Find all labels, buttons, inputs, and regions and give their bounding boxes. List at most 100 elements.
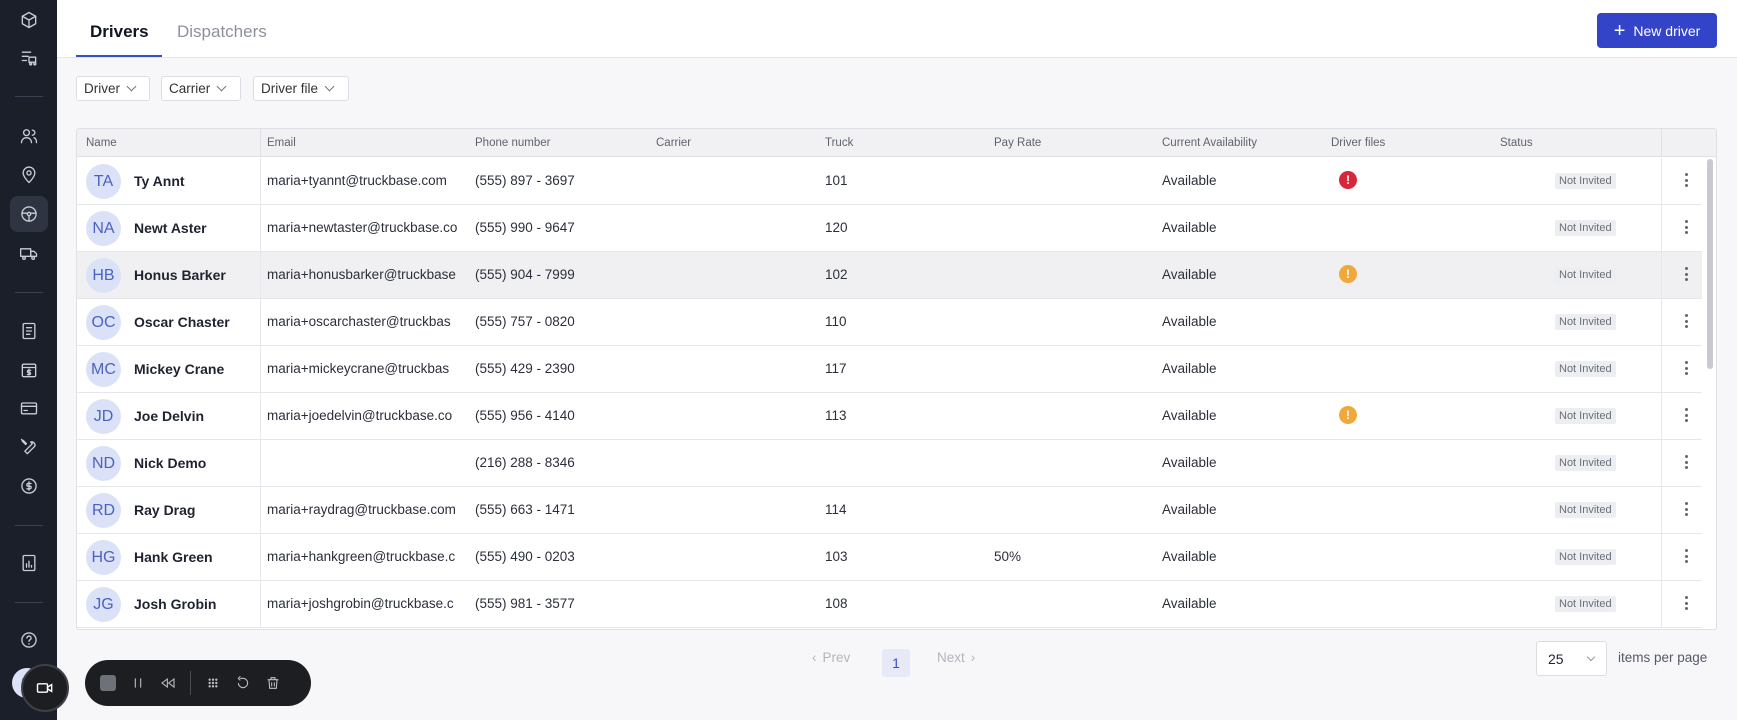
row-actions-menu-icon[interactable] (1681, 405, 1691, 425)
steering-wheel-icon[interactable] (10, 196, 48, 232)
trash-icon (267, 677, 279, 689)
driver-file-alert-icon[interactable]: ! (1339, 406, 1357, 424)
filter-carrier[interactable]: Carrier (161, 76, 241, 101)
menu-dot (1684, 607, 1688, 610)
driver-name[interactable]: Ty Annt (134, 173, 185, 189)
menu-dot (1684, 502, 1688, 505)
column-divider (1661, 252, 1662, 299)
driver-file-alert-icon[interactable]: ! (1339, 265, 1357, 283)
driver-avatar: MC (86, 352, 121, 387)
row-actions-menu-icon[interactable] (1681, 452, 1691, 472)
column-header-pay-rate[interactable]: Pay Rate (994, 137, 1042, 149)
driver-file-alert-icon[interactable]: ! (1339, 171, 1357, 189)
column-divider (1661, 299, 1662, 346)
delete-button[interactable] (265, 675, 281, 691)
table-row[interactable]: HG Hank Green maria+hankgreen@truckbase.c (… (77, 534, 1702, 581)
row-actions-menu-icon[interactable] (1681, 358, 1691, 378)
menu-dot (1684, 314, 1688, 317)
driver-name[interactable]: Newt Aster (134, 220, 207, 236)
stop-recording-button[interactable] (100, 675, 116, 691)
tools-icon[interactable] (10, 429, 48, 465)
column-divider (1661, 129, 1662, 157)
driver-name[interactable]: Hank Green (134, 549, 213, 565)
menu-dot (1684, 178, 1688, 182)
column-header-driver-files[interactable]: Driver files (1331, 137, 1386, 149)
status-badge: Not Invited (1555, 314, 1616, 330)
cell-availability: Available (1162, 455, 1217, 470)
column-header-carrier[interactable]: Carrier (656, 137, 692, 149)
credit-card-icon[interactable] (10, 390, 48, 426)
table-row[interactable]: TA Ty Annt maria+tyannt@truckbase.com (555)… (77, 158, 1702, 205)
dollar-icon[interactable] (10, 468, 48, 504)
pause-button[interactable] (130, 675, 146, 691)
row-actions-menu-icon[interactable] (1681, 170, 1691, 190)
box-icon[interactable] (10, 2, 48, 38)
driver-name[interactable]: Honus Barker (134, 267, 226, 283)
menu-dot (1684, 366, 1688, 370)
table-row[interactable]: JD Joe Delvin maria+joedelvin@truckbase.co… (77, 393, 1702, 440)
table-row[interactable]: OC Oscar Chaster maria+oscarchaster@truckb… (77, 299, 1702, 346)
cell-phone: (555) 897 - 3697 (475, 173, 575, 188)
menu-dot (1684, 231, 1688, 234)
column-header-email[interactable]: Email (267, 137, 296, 149)
row-actions-menu-icon[interactable] (1681, 499, 1691, 519)
column-header-availability[interactable]: Current Availability (1162, 137, 1258, 149)
driver-name[interactable]: Mickey Crane (134, 361, 225, 377)
table-row[interactable]: ND Nick Demo (216) 288 - 8346 Available Not … (77, 440, 1702, 487)
table-row[interactable]: JG Josh Grobin maria+joshgrobin@truckbase.… (77, 581, 1702, 628)
prev-label: Prev (822, 650, 851, 665)
camera-toggle-button[interactable] (21, 664, 69, 712)
pause-icon (134, 678, 142, 688)
column-header-name[interactable]: Name (86, 137, 117, 149)
driver-name[interactable]: Joe Delvin (134, 408, 205, 424)
column-header-status[interactable]: Status (1500, 137, 1533, 149)
users-icon[interactable] (10, 118, 48, 154)
menu-dot (1684, 272, 1688, 276)
new-driver-button[interactable]: + New driver (1597, 13, 1717, 48)
row-actions-menu-icon[interactable] (1681, 546, 1691, 566)
row-actions-menu-icon[interactable] (1681, 217, 1691, 237)
driver-avatar: HB (86, 258, 121, 293)
driver-name[interactable]: Nick Demo (134, 455, 207, 471)
tab-dispatchers[interactable]: Dispatchers (177, 22, 267, 41)
column-header-phone[interactable]: Phone number (475, 137, 551, 149)
page-number[interactable]: 1 (882, 649, 910, 677)
table-row[interactable]: RD Ray Drag maria+raydrag@truckbase.com (55… (77, 487, 1702, 534)
document-icon[interactable] (10, 313, 48, 349)
invoice-icon[interactable] (10, 352, 48, 388)
column-divider (260, 440, 261, 487)
vertical-scrollbar[interactable] (1707, 159, 1713, 369)
table-row[interactable]: HB Honus Barker maria+honusbarker@truckbas… (77, 252, 1702, 299)
status-badge: Not Invited (1555, 220, 1616, 236)
row-actions-menu-icon[interactable] (1681, 264, 1691, 284)
row-actions-menu-icon[interactable] (1681, 311, 1691, 331)
driver-name[interactable]: Ray Drag (134, 502, 196, 518)
filter-driver-file[interactable]: Driver file (253, 76, 349, 101)
shipments-icon[interactable] (10, 40, 48, 76)
menu-dot (1684, 601, 1688, 605)
video-camera-icon (36, 683, 53, 693)
help-icon[interactable] (10, 622, 48, 658)
driver-name[interactable]: Oscar Chaster (134, 314, 230, 330)
location-pin-icon[interactable] (10, 157, 48, 193)
cell-availability: Available (1162, 314, 1217, 329)
table-row[interactable]: NA Newt Aster maria+newtaster@truckbase.co… (77, 205, 1702, 252)
restart-button[interactable] (235, 675, 251, 691)
prev-page-button[interactable]: ‹ Prev (812, 650, 850, 665)
report-icon[interactable] (10, 545, 48, 581)
table-row[interactable]: MC Mickey Crane maria+mickeycrane@truckbas… (77, 346, 1702, 393)
row-actions-menu-icon[interactable] (1681, 593, 1691, 613)
tab-drivers[interactable]: Drivers (90, 22, 149, 41)
next-page-button[interactable]: Next › (937, 650, 975, 665)
column-divider (260, 534, 261, 581)
filter-driver[interactable]: Driver (76, 76, 150, 101)
rewind-button[interactable] (160, 675, 176, 691)
items-per-page-select[interactable]: 25 (1536, 641, 1607, 676)
cell-truck: 101 (825, 173, 848, 188)
menu-dot (1684, 560, 1688, 563)
grid-button[interactable] (205, 675, 221, 691)
truck-icon[interactable] (10, 235, 48, 271)
driver-name[interactable]: Josh Grobin (134, 596, 217, 612)
cell-phone: (555) 981 - 3577 (475, 596, 575, 611)
column-header-truck[interactable]: Truck (825, 137, 854, 149)
